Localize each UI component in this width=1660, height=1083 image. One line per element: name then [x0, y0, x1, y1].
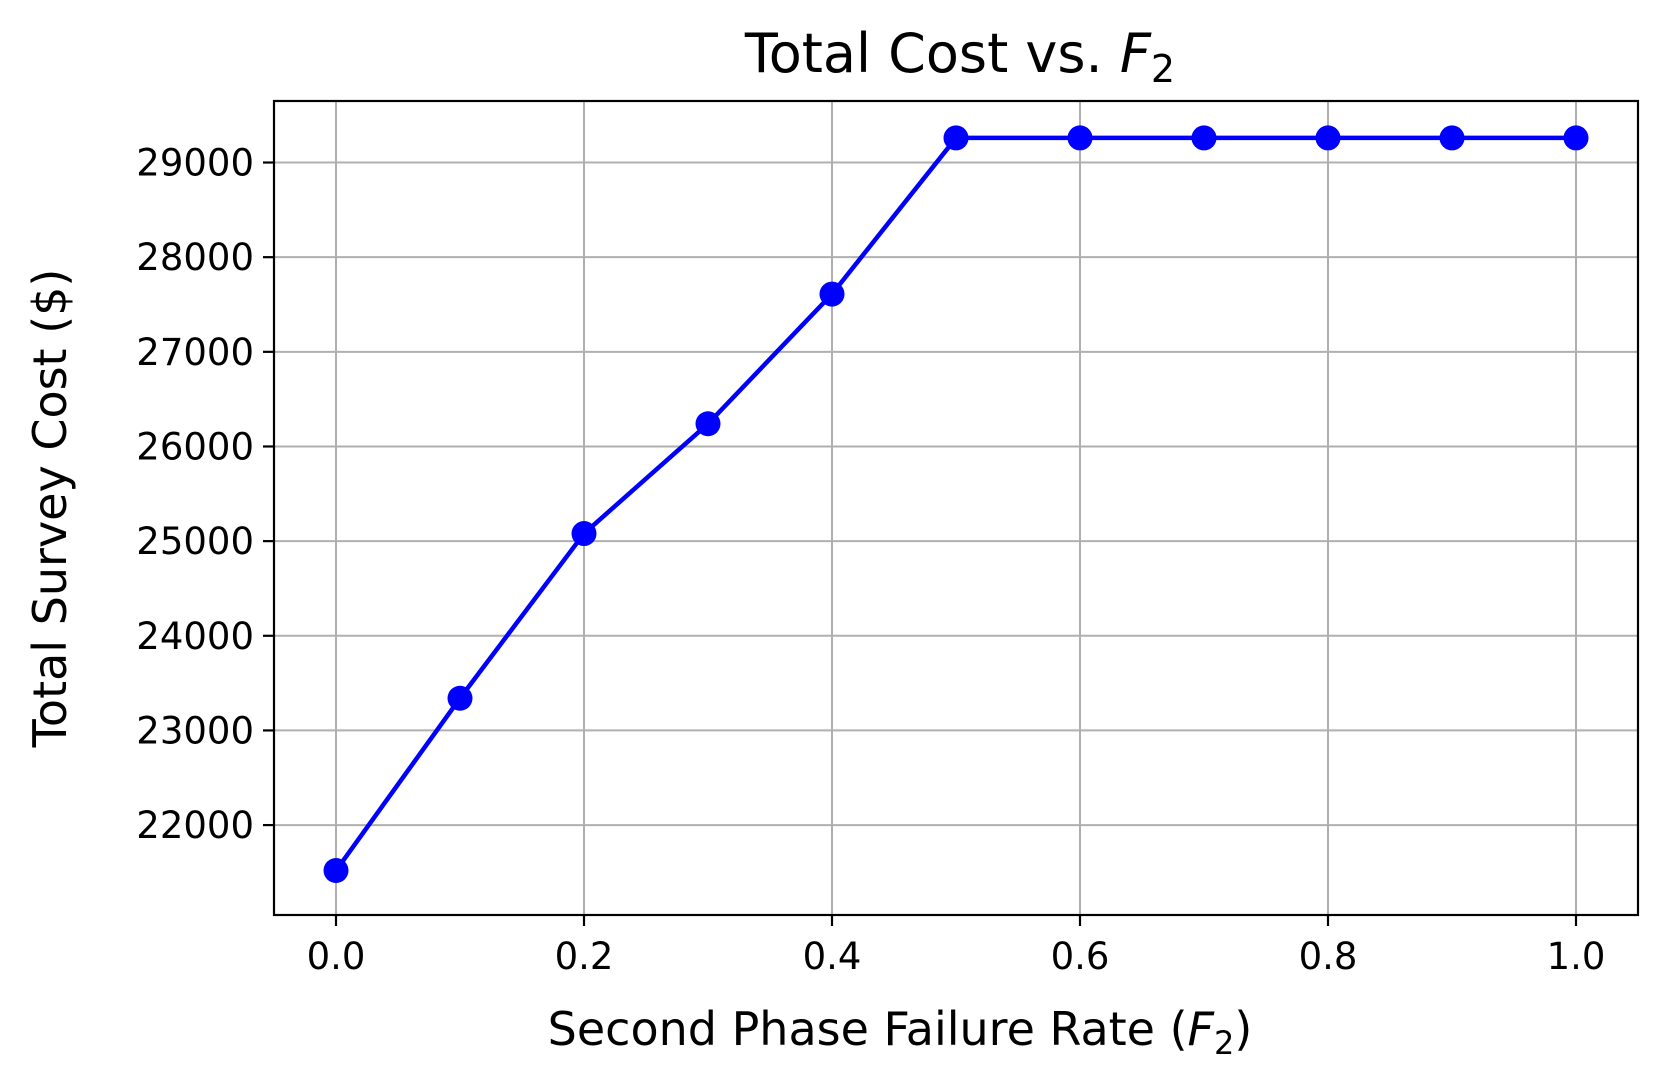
data-points [323, 125, 1589, 884]
y-tick-label: 25000 [136, 520, 254, 563]
chart-title: Total Cost vs. F2 [744, 22, 1175, 91]
y-tick-label: 27000 [136, 331, 254, 374]
data-point [1315, 125, 1341, 151]
data-point [1191, 125, 1217, 151]
x-tick-label: 0.4 [803, 935, 862, 978]
y-tick-label: 23000 [136, 709, 254, 752]
data-point [943, 125, 969, 151]
data-point [447, 685, 473, 711]
plot-frame [272, 99, 1640, 917]
data-point [1439, 125, 1465, 151]
grid [274, 101, 1638, 915]
y-tick-label: 29000 [136, 142, 254, 185]
data-point [1067, 125, 1093, 151]
data-point [1563, 125, 1589, 151]
y-tick-label: 28000 [136, 236, 254, 279]
data-point [819, 281, 845, 307]
x-tick-label: 0.8 [1299, 935, 1358, 978]
x-axis-label-close: ) [1234, 1002, 1252, 1056]
x-tick-label: 0.6 [1051, 935, 1110, 978]
y-tick-label: 24000 [136, 615, 254, 658]
data-point [571, 521, 597, 547]
y-axis-label: Total Survey Cost ($) [23, 269, 77, 749]
x-axis-label-text: Second Phase Failure Rate ( [548, 1002, 1188, 1056]
x-tick-label: 0.2 [555, 935, 614, 978]
chart-title-subscript: 2 [1151, 47, 1175, 91]
chart-title-variable: F [1120, 22, 1152, 85]
x-tick-label: 0.0 [307, 935, 366, 978]
x-axis-label: Second Phase Failure Rate (F2) [548, 1002, 1253, 1062]
x-axis-label-variable: F [1188, 1002, 1215, 1056]
chart-title-text: Total Cost vs. [744, 22, 1120, 85]
x-axis-label-subscript: 2 [1214, 1024, 1234, 1062]
data-point [695, 411, 721, 437]
axis-ticks: 0.0 0.2 0.4 0.6 0.8 1.0 22000 23000 24000 25000 26… [136, 142, 1605, 978]
x-tick-label: 1.0 [1547, 935, 1606, 978]
data-point [323, 858, 349, 884]
y-tick-label: 26000 [136, 425, 254, 468]
y-tick-label: 22000 [136, 804, 254, 847]
